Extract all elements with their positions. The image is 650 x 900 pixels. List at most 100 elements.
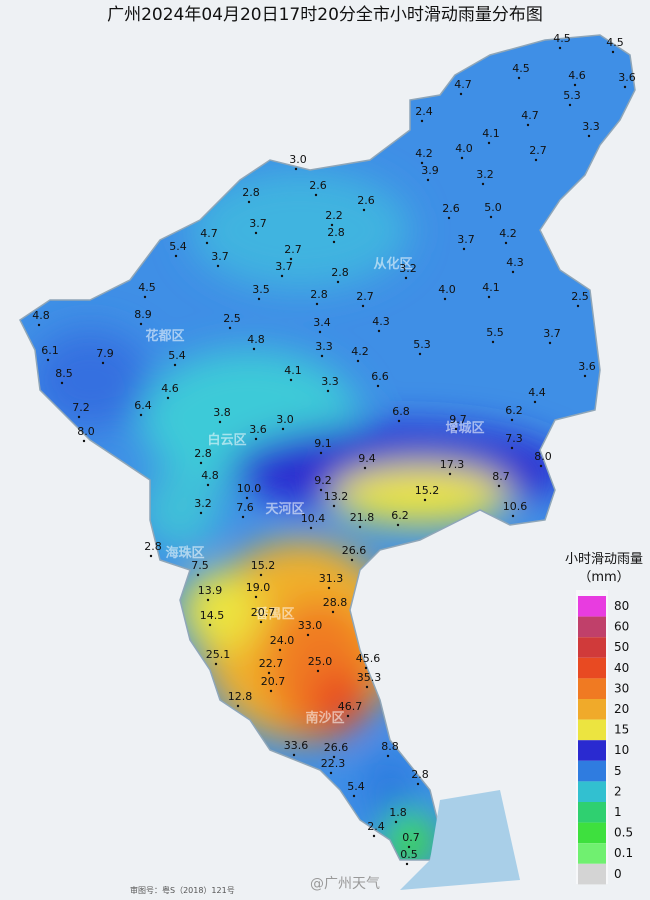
district-label: 从化区 [373, 256, 412, 272]
legend-label: 15 [614, 723, 629, 737]
station-dot [139, 413, 143, 417]
station-value: 1.8 [389, 806, 407, 819]
station-value: 26.6 [342, 544, 367, 557]
station-value: 4.1 [284, 364, 302, 377]
legend-swatch [578, 802, 606, 823]
station-value: 6.2 [391, 509, 409, 522]
station-value: 7.9 [96, 347, 114, 360]
legend-label: 40 [614, 661, 629, 675]
station-value: 4.3 [372, 315, 390, 328]
legend-swatch [578, 863, 606, 885]
station-value: 10.4 [301, 512, 326, 525]
legend-swatch [578, 760, 606, 782]
station-dot [166, 396, 170, 400]
station-value: 4.0 [438, 283, 456, 296]
station-dot [447, 216, 451, 220]
station-value: 3.3 [315, 340, 333, 353]
station-value: 3.9 [421, 164, 439, 177]
station-dot [533, 400, 537, 404]
station-dot [362, 208, 366, 212]
station-value: 6.1 [41, 344, 59, 357]
station-value: 4.7 [521, 109, 539, 122]
station-dot [426, 178, 430, 182]
legend-swatch [578, 616, 606, 638]
station-value: 2.4 [367, 820, 385, 833]
station-value: 2.7 [284, 243, 302, 256]
legend-label: 50 [614, 640, 629, 654]
station-dot [196, 573, 200, 577]
station-value: 3.8 [213, 406, 231, 419]
station-value: 15.2 [251, 559, 276, 572]
station-value: 8.9 [134, 308, 152, 321]
station-dot [548, 341, 552, 345]
legend-label: 80 [614, 599, 629, 613]
legend-label: 2 [614, 784, 622, 798]
station-dot [306, 633, 310, 637]
station-value: 4.5 [553, 32, 571, 45]
estuary [400, 790, 520, 890]
legend-label: 60 [614, 620, 629, 634]
station-dot [372, 834, 376, 838]
station-dot [259, 573, 263, 577]
station-value: 7.5 [191, 559, 209, 572]
station-dot [459, 92, 463, 96]
station-dot [245, 496, 249, 500]
station-dot [386, 754, 390, 758]
legend-swatch [578, 843, 606, 864]
station-value: 2.6 [442, 202, 460, 215]
legend-swatch [578, 657, 606, 679]
legend-swatch [578, 781, 606, 802]
legend-label: 1 [614, 805, 622, 819]
station-value: 20.7 [251, 606, 276, 619]
station-value: 22.7 [259, 657, 284, 670]
station-dot [346, 714, 350, 718]
station-value: 4.6 [568, 69, 586, 82]
station-dot [254, 595, 258, 599]
station-value: 4.7 [200, 227, 218, 240]
legend-label: 5 [614, 764, 622, 778]
station-dot [257, 297, 261, 301]
station-dot [350, 558, 354, 562]
legend-label: 10 [614, 743, 629, 757]
station-value: 10.6 [503, 500, 528, 513]
station-value: 19.0 [246, 581, 271, 594]
station-value: 25.0 [308, 655, 333, 668]
station-value: 3.7 [275, 260, 293, 273]
station-value: 8.7 [492, 470, 510, 483]
station-dot [558, 46, 562, 50]
station-dot [510, 446, 514, 450]
district-label: 花都区 [145, 328, 184, 344]
station-dot [289, 378, 293, 382]
station-value: 24.0 [270, 634, 295, 647]
station-dot [289, 257, 293, 261]
station-value: 3.3 [321, 375, 339, 388]
station-dot [462, 247, 466, 251]
station-dot [568, 103, 572, 107]
station-dot [228, 326, 232, 330]
station-value: 28.8 [323, 596, 348, 609]
station-value: 4.3 [506, 256, 524, 269]
station-value: 8.5 [55, 367, 73, 380]
station-value: 0.5 [400, 848, 418, 861]
district-label: 白云区 [207, 432, 246, 448]
station-dot [206, 598, 210, 602]
station-dot [174, 254, 178, 258]
legend-swatch [578, 637, 606, 658]
station-dot [267, 671, 271, 675]
legend-swatch [578, 719, 606, 741]
station-dot [352, 794, 356, 798]
station-value: 2.8 [242, 186, 260, 199]
station-dot [254, 231, 258, 235]
station-dot [358, 525, 362, 529]
station-value: 3.3 [582, 120, 600, 133]
station-dot [331, 610, 335, 614]
station-value: 2.8 [310, 288, 328, 301]
station-dot [487, 141, 491, 145]
station-dot [329, 771, 333, 775]
station-value: 4.5 [138, 281, 156, 294]
legend-swatch [578, 740, 606, 761]
station-value: 3.0 [276, 413, 294, 426]
station-value: 4.0 [455, 142, 473, 155]
legend-swatch [578, 678, 606, 699]
